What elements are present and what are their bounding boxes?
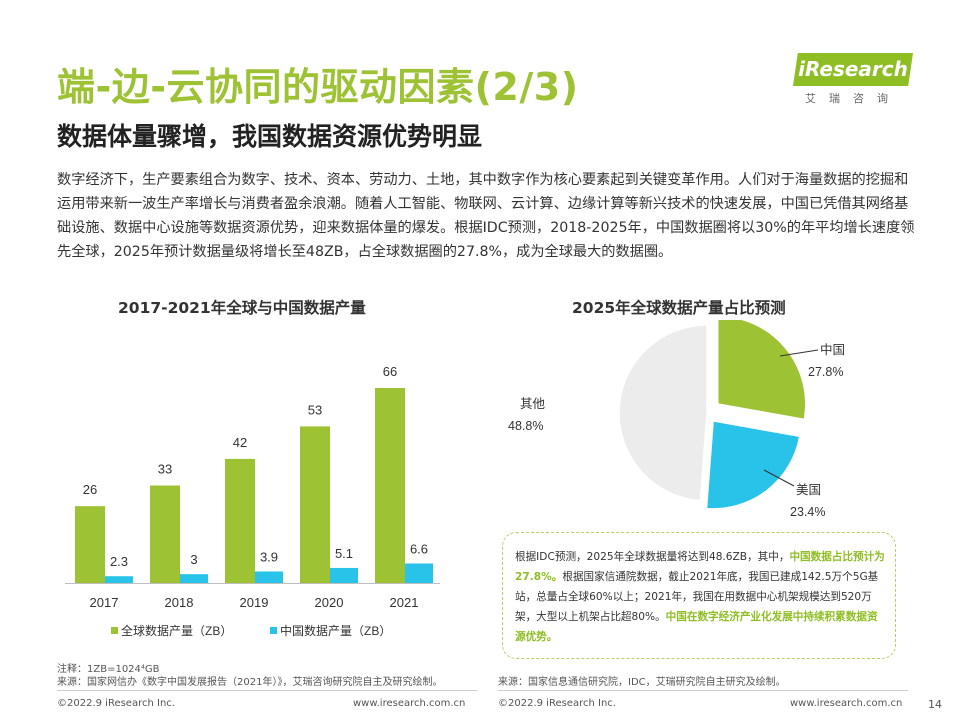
footer-copyright-left: ©2022.9 iResearch Inc.	[57, 698, 175, 709]
label-global-2017: 26	[83, 482, 97, 497]
pie-chart-title: 2025年全球数据产量占比预测	[572, 299, 786, 317]
right-source: 来源：国家信息通信研究院，IDC，艾瑞研究院自主研究及绘制。	[498, 677, 786, 688]
footer-url-left: www.iresearch.com.cn	[353, 698, 466, 709]
label-china-2021: 6.6	[410, 542, 428, 557]
x-tick-2021: 2021	[390, 595, 419, 610]
callout-highlight-2: 中国在数字经济产业化发展中持续积累数据资源优势。	[515, 611, 878, 643]
bar-global-2019	[225, 458, 255, 583]
footer-copyright-right: ©2022.9 iResearch Inc.	[498, 698, 616, 709]
pie-leader-0	[779, 349, 819, 357]
callout-text-1: 根据IDC预测，2025年全球数据量将达到48.6ZB，其中，	[515, 551, 790, 563]
label-global-2018: 33	[158, 462, 172, 477]
label-global-2020: 53	[308, 402, 322, 417]
pie-label-2: 其他	[520, 397, 546, 411]
bar-global-2020	[300, 426, 330, 583]
pie-value-0: 27.8%	[808, 365, 843, 379]
callout-box: 根据IDC预测，2025年全球数据量将达到48.6ZB，其中，中国数据占比预计为…	[502, 532, 896, 659]
page-number: 14	[928, 698, 942, 711]
pie-value-1: 23.4%	[790, 505, 825, 519]
footer-divider-right	[498, 690, 908, 691]
page-title: 端-边-云协同的驱动因素(2/3)	[57, 65, 579, 109]
left-source: 来源：国家网信办《数字中国发展报告（2021年）》，艾瑞咨询研究院自主及研究绘制…	[57, 677, 443, 688]
x-tick-2020: 2020	[315, 595, 344, 610]
pie-slice-2	[618, 324, 708, 502]
footer-divider-left	[57, 690, 477, 691]
legend-label-china: 中国数据产量（ZB）	[280, 623, 391, 638]
label-global-2021: 66	[383, 364, 397, 379]
logo-chinese-name: 艾瑞咨询	[805, 92, 901, 105]
label-china-2017: 2.3	[110, 554, 128, 569]
bar-china-2020	[330, 567, 358, 583]
label-china-2020: 5.1	[335, 546, 353, 561]
pie-value-2: 48.8%	[508, 419, 543, 433]
bar-china-2021	[405, 563, 433, 583]
bar-chart-title: 2017-2021年全球与中国数据产量	[118, 299, 366, 317]
x-tick-2018: 2018	[165, 595, 194, 610]
pie-leader-1	[763, 469, 795, 487]
label-china-2019: 3.9	[260, 549, 278, 564]
intro-paragraph: 数字经济下，生产要素组合为数字、技术、资本、劳动力、土地，其中数字作为核心要素起…	[57, 172, 915, 260]
legend-label-global: 全球数据产量（ZB）	[121, 623, 232, 638]
label-global-2019: 42	[233, 435, 247, 450]
pie-slice-1	[705, 420, 801, 510]
bar-global-2017	[75, 506, 105, 583]
bar-china-2019	[255, 571, 283, 583]
pie-slice-0	[716, 320, 807, 421]
page-subtitle: 数据体量骤增，我国数据资源优势明显	[57, 122, 483, 151]
callout-text-2: 根据国家信通院数据，截止2021年底，我国已建成142.5万个5G基站，总量占全…	[515, 571, 879, 623]
footer-url-right: www.iresearch.com.cn	[790, 698, 903, 709]
bar-china-2017	[105, 576, 133, 583]
x-tick-2017: 2017	[90, 595, 119, 610]
legend-swatch-global	[111, 627, 118, 634]
x-tick-2019: 2019	[240, 595, 269, 610]
bar-china-2018	[180, 574, 208, 583]
pie-chart: 中国 27.8% 美国 23.4% 其他 48.8%	[508, 320, 845, 519]
callout-highlight-1: 中国数据占比预计为27.8%。	[515, 551, 885, 583]
label-china-2018: 3	[190, 552, 197, 567]
bar-chart: 262.320173332018423.92019535.12020666.62…	[65, 364, 440, 638]
iresearch-logo: iResearch 艾瑞咨询	[793, 50, 913, 108]
unit-note: 注释：1ZB=1024⁴GB	[57, 664, 160, 675]
pie-label-1: 美国	[796, 483, 821, 497]
logo-wordmark: iResearch	[793, 53, 913, 86]
bar-global-2021	[375, 388, 405, 583]
bar-global-2018	[150, 485, 180, 583]
pie-label-0: 中国	[820, 342, 845, 357]
legend-swatch-china	[270, 627, 277, 634]
